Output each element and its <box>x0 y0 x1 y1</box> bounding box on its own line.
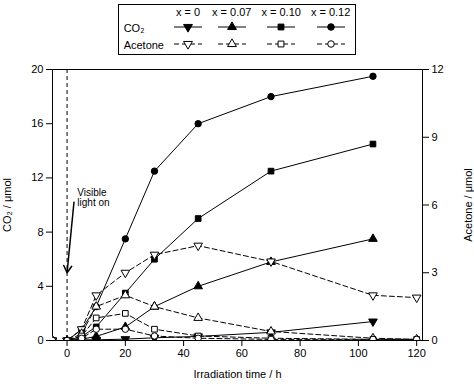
svg-text:0: 0 <box>432 334 438 346</box>
svg-text:3: 3 <box>432 266 438 278</box>
svg-text:Irradiation time / h: Irradiation time / h <box>193 368 281 380</box>
html-text:Acetone: Acetone <box>123 39 164 51</box>
svg-text:20: 20 <box>119 347 131 359</box>
html-text:CO₂: CO₂ <box>123 22 145 34</box>
svg-text:16: 16 <box>31 117 43 129</box>
svg-text:80: 80 <box>294 347 306 359</box>
svg-text:9: 9 <box>432 131 438 143</box>
svg-text:Acetone / μmol: Acetone / μmol <box>462 168 474 242</box>
svg-text:12: 12 <box>432 63 444 75</box>
svg-text:120: 120 <box>407 347 425 359</box>
svg-text:0: 0 <box>64 347 70 359</box>
svg-text:CO₂ / μmol: CO₂ / μmol <box>1 178 13 232</box>
html-text:x = 0.12: x = 0.12 <box>310 6 351 18</box>
svg-text:40: 40 <box>177 347 189 359</box>
svg-text:0: 0 <box>37 334 43 346</box>
html-text:x = 0: x = 0 <box>175 6 201 18</box>
svg-text:6: 6 <box>432 199 438 211</box>
svg-text:100: 100 <box>349 347 367 359</box>
svg-text:8: 8 <box>37 226 43 238</box>
svg-text:12: 12 <box>31 171 43 183</box>
svg-text:20: 20 <box>31 63 43 75</box>
html-text:x = 0.07: x = 0.07 <box>212 6 252 18</box>
html-text:x = 0.10: x = 0.10 <box>261 6 301 18</box>
svg-text:4: 4 <box>37 280 43 292</box>
svg-text:60: 60 <box>236 347 248 359</box>
svg-text:Visiblelight on: Visiblelight on <box>77 187 109 208</box>
